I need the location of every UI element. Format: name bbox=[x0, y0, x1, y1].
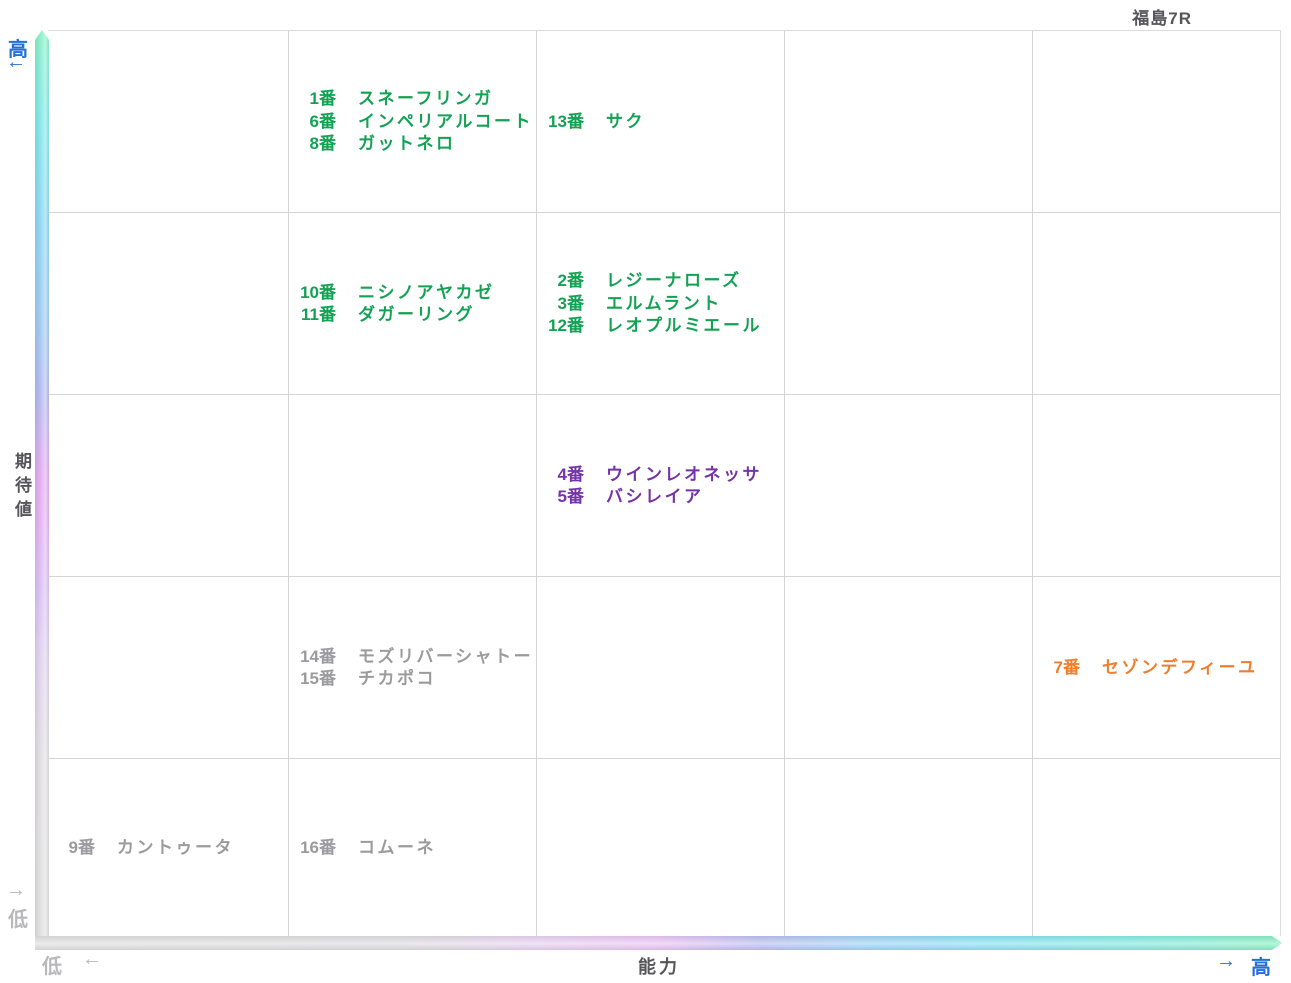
horse-name: レジーナローズ bbox=[606, 271, 742, 291]
horse-name: ガットネロ bbox=[358, 134, 456, 154]
horse-entry: 11番 ダガーリング bbox=[289, 304, 537, 327]
horse-name: スネーフリンガ bbox=[358, 89, 494, 109]
horse-name: インペリアルコート bbox=[358, 111, 533, 131]
horse-entry: 10番 ニシノアヤカゼ bbox=[289, 282, 537, 305]
horse-entry: 2番 レジーナローズ bbox=[537, 270, 785, 293]
horse-entry: 1番 スネーフリンガ bbox=[289, 88, 537, 111]
x-axis-low-label: 低 bbox=[42, 956, 62, 978]
horse-number: 7番 bbox=[1053, 657, 1080, 677]
grid-cell bbox=[289, 31, 537, 213]
page-title: 福島7R bbox=[1132, 9, 1192, 28]
grid-cell bbox=[289, 213, 537, 395]
horse-number: 2番 bbox=[557, 271, 584, 291]
horse-entry: 3番 エルムラント bbox=[537, 293, 785, 316]
horse-group: 7番 セゾンデフィーユ bbox=[1033, 577, 1281, 759]
horse-name: カントゥータ bbox=[117, 837, 234, 857]
y-axis-low-label: 低 bbox=[8, 909, 28, 931]
horse-number: 10番 bbox=[300, 282, 336, 302]
horse-name: チカポコ bbox=[358, 669, 436, 688]
horse-entry: 5番 バシレイア bbox=[537, 486, 785, 509]
y-axis-high-arrow-icon: ← bbox=[6, 51, 26, 73]
y-axis-title: 期待値 bbox=[12, 452, 31, 524]
grid-cell bbox=[537, 577, 785, 759]
horse-group: 1番 スネーフリンガ 6番 インペリアルコート 8番 ガットネロ bbox=[289, 31, 537, 213]
x-axis-title: 能力 bbox=[638, 957, 680, 977]
grid-cell bbox=[785, 577, 1033, 759]
grid-cell bbox=[1033, 759, 1281, 937]
grid-cell bbox=[289, 577, 537, 759]
horse-number: 14番 bbox=[300, 646, 336, 666]
grid-cell bbox=[48, 213, 289, 395]
grid-cell bbox=[537, 759, 785, 937]
grid-cell bbox=[48, 577, 289, 759]
horse-entry: 14番 モズリバーシャトー bbox=[289, 646, 537, 669]
horse-number: 15番 bbox=[300, 669, 336, 688]
plot-area: 1番 スネーフリンガ 6番 インペリアルコート 8番 ガットネロ 13番 サク 10番 ニシノアヤ… bbox=[48, 30, 1281, 937]
horse-number: 4番 bbox=[557, 464, 584, 484]
horse-name: ニシノアヤカゼ bbox=[358, 282, 495, 302]
horse-entry: 6番 インペリアルコート bbox=[289, 111, 537, 134]
horse-name: ウインレオネッサ bbox=[606, 464, 762, 484]
grid-cell bbox=[48, 31, 289, 213]
horse-number: 11番 bbox=[301, 305, 336, 324]
grid-cell bbox=[537, 395, 785, 577]
grid-cell bbox=[48, 759, 289, 937]
grid-cell bbox=[1033, 213, 1281, 395]
horse-entry: 8番 ガットネロ bbox=[289, 133, 537, 156]
horse-entry: 12番 レオプルミエール bbox=[537, 315, 785, 338]
grid-cell bbox=[1033, 31, 1281, 213]
horse-group: 14番 モズリバーシャトー 15番 チカポコ bbox=[289, 577, 537, 759]
horse-number: 5番 bbox=[557, 487, 584, 506]
grid-cell bbox=[537, 213, 785, 395]
horse-number: 6番 bbox=[309, 111, 336, 131]
grid-cell bbox=[785, 395, 1033, 577]
horse-name: バシレイア bbox=[606, 487, 704, 506]
horse-entry: 9番 カントゥータ bbox=[48, 837, 289, 860]
grid bbox=[48, 31, 1281, 937]
horse-name: エルムラント bbox=[606, 293, 722, 313]
horse-group: 4番 ウインレオネッサ 5番 バシレイア bbox=[537, 395, 785, 577]
horse-name: サク bbox=[606, 111, 645, 131]
horse-entry: 13番 サク bbox=[537, 111, 785, 134]
grid-cell bbox=[785, 213, 1033, 395]
grid-cell bbox=[537, 31, 785, 213]
x-axis-gradient-bar bbox=[35, 936, 1282, 950]
horse-group: 13番 サク bbox=[537, 31, 785, 213]
horse-number: 9番 bbox=[68, 837, 95, 857]
horse-name: レオプルミエール bbox=[606, 316, 762, 336]
horse-group: 16番 コムーネ bbox=[289, 759, 537, 937]
y-axis-high-label: 高 bbox=[8, 39, 28, 61]
horse-number: 8番 bbox=[309, 134, 336, 154]
horse-entry: 16番 コムーネ bbox=[289, 837, 537, 860]
grid-cell bbox=[289, 759, 537, 937]
x-axis-low-arrow-icon: ← bbox=[82, 948, 102, 970]
horse-number: 16番 bbox=[300, 837, 336, 857]
horse-group: 2番 レジーナローズ 3番 エルムラント 12番 レオプルミエール bbox=[537, 213, 785, 395]
x-axis-high-arrow-icon: → bbox=[1216, 950, 1236, 972]
grid-cell bbox=[289, 395, 537, 577]
horse-number: 1番 bbox=[309, 89, 336, 109]
x-axis-high-label: 高 bbox=[1251, 957, 1271, 979]
grid-cell bbox=[785, 759, 1033, 937]
y-axis-low-arrow-icon: → bbox=[6, 879, 26, 901]
horse-number: 13番 bbox=[548, 111, 584, 131]
grid-cell bbox=[1033, 395, 1281, 577]
horse-name: コムーネ bbox=[358, 837, 436, 857]
horse-number: 12番 bbox=[548, 316, 584, 336]
horse-name: モズリバーシャトー bbox=[358, 646, 534, 666]
horse-name: セゾンデフィーユ bbox=[1102, 657, 1258, 677]
grid-cell bbox=[785, 31, 1033, 213]
grid-cell bbox=[1033, 577, 1281, 759]
horse-entry: 15番 チカポコ bbox=[289, 668, 537, 691]
horse-number: 3番 bbox=[557, 293, 584, 313]
horse-entry: 7番 セゾンデフィーユ bbox=[1033, 657, 1281, 680]
horse-group: 9番 カントゥータ bbox=[48, 759, 289, 937]
y-axis-gradient-bar bbox=[35, 30, 49, 950]
horse-name: ダガーリング bbox=[358, 305, 475, 324]
horse-entry: 4番 ウインレオネッサ bbox=[537, 464, 785, 487]
grid-cell bbox=[48, 395, 289, 577]
horse-group: 10番 ニシノアヤカゼ 11番 ダガーリング bbox=[289, 213, 537, 395]
